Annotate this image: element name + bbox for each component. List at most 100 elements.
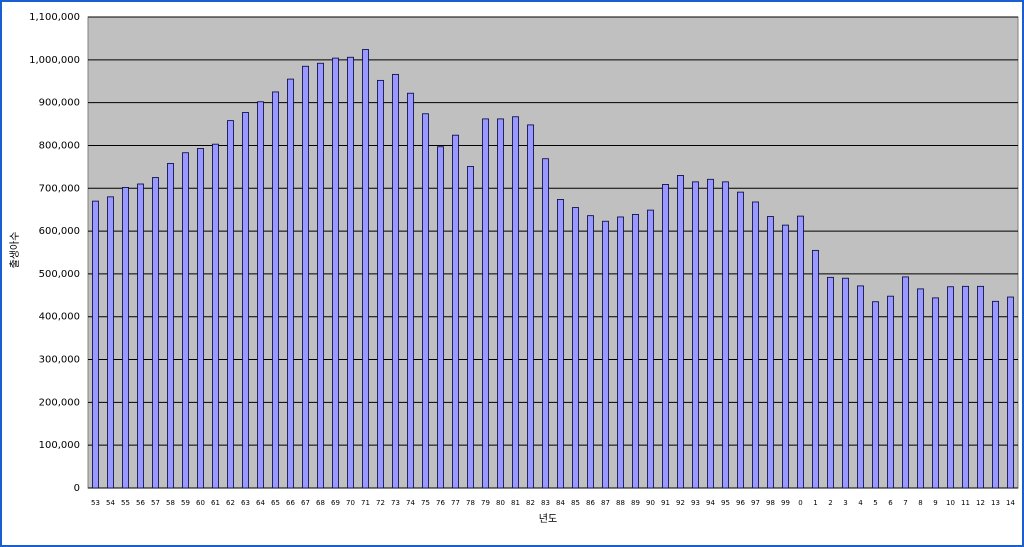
bar [602,220,609,489]
x-tick-label: 90 [646,499,655,507]
bar [542,158,549,489]
x-tick-label: 69 [331,499,340,507]
bar [947,286,954,489]
x-tick-label: 60 [196,499,205,507]
x-tick-label: 8 [918,499,922,507]
y-tick-label: 800,000 [39,140,80,151]
bar [392,73,399,489]
x-tick-label: 63 [241,499,250,507]
bar [572,207,579,489]
bar [197,148,204,489]
x-tick-label: 2 [828,499,832,507]
x-tick-label: 91 [661,499,670,507]
x-tick-label: 58 [166,499,175,507]
bar [1007,296,1014,489]
x-tick-label: 5 [873,499,877,507]
x-tick-label: 79 [481,499,490,507]
bar [932,297,939,489]
bar [992,300,999,489]
x-tick-label: 4 [858,499,863,507]
bar [317,62,324,489]
bar [737,191,744,489]
y-tick-label: 100,000 [39,440,80,451]
x-tick-label: 78 [466,499,475,507]
x-tick-label: 12 [976,499,985,507]
bar [887,295,894,489]
x-tick-label: 95 [721,499,730,507]
x-tick-label: 57 [151,499,160,507]
x-tick-label: 11 [961,499,970,507]
x-tick-label: 88 [616,499,625,507]
bar [812,249,819,489]
x-tick-label: 92 [676,499,685,507]
x-tick-label: 74 [406,499,415,507]
bar [422,113,429,489]
x-tick-label: 70 [346,499,355,507]
bar [962,285,969,489]
x-tick-label: 93 [691,499,700,507]
bar [557,199,564,489]
x-tick-label: 96 [736,499,745,507]
x-axis-title: 년도 [539,513,557,525]
bar [707,178,714,489]
x-tick-label: 99 [781,499,790,507]
bar [182,152,189,489]
bar [767,216,774,489]
bar [977,285,984,489]
x-tick-label: 77 [451,499,460,507]
x-tick-label: 65 [271,499,280,507]
bar [512,116,519,489]
bar [917,288,924,489]
y-tick-label: 600,000 [39,226,80,237]
y-tick-label: 1,100,000 [29,12,80,23]
x-tick-label: 67 [301,499,310,507]
bar [332,57,339,489]
bar [107,196,114,489]
bar [677,175,684,489]
bar [287,78,294,489]
bar [902,276,909,489]
y-tick-label: 400,000 [39,312,80,323]
x-tick-label: 89 [631,499,640,507]
y-tick-label: 500,000 [39,269,80,280]
x-tick-label: 14 [1006,499,1015,507]
x-tick-label: 83 [541,499,550,507]
bar [722,181,729,489]
bar [92,200,99,489]
x-tick-label: 66 [286,499,295,507]
x-tick-label: 10 [946,499,955,507]
x-tick-label: 9 [933,499,937,507]
x-tick-label: 61 [211,499,220,507]
y-tick-label: 200,000 [39,397,80,408]
x-tick-label: 71 [361,499,370,507]
y-tick-label: 300,000 [39,355,80,366]
bar [587,215,594,489]
x-tick-label: 94 [706,499,715,507]
bar [857,285,864,489]
x-tick-label: 1 [813,499,817,507]
bar [167,163,174,489]
bar [137,183,144,489]
x-tick-label: 13 [991,499,1000,507]
x-tick-label: 62 [226,499,235,507]
x-tick-label: 76 [436,499,445,507]
bar [362,49,369,489]
bar [407,92,414,489]
bar [212,143,219,489]
x-tick-label: 53 [91,499,100,507]
bar [797,215,804,489]
bar [662,184,669,489]
bar [497,118,504,489]
bar [122,187,129,489]
x-tick-label: 6 [888,499,893,507]
bar [257,101,264,489]
x-tick-label: 59 [181,499,190,507]
y-tick-label: 700,000 [39,183,80,194]
bar [242,112,249,489]
x-tick-label: 75 [421,499,430,507]
y-axis-title: 출생아수 [9,232,21,269]
x-tick-label: 54 [106,499,115,507]
bar [347,56,354,489]
y-tick-label: 1,000,000 [29,55,80,66]
bar [752,201,759,489]
